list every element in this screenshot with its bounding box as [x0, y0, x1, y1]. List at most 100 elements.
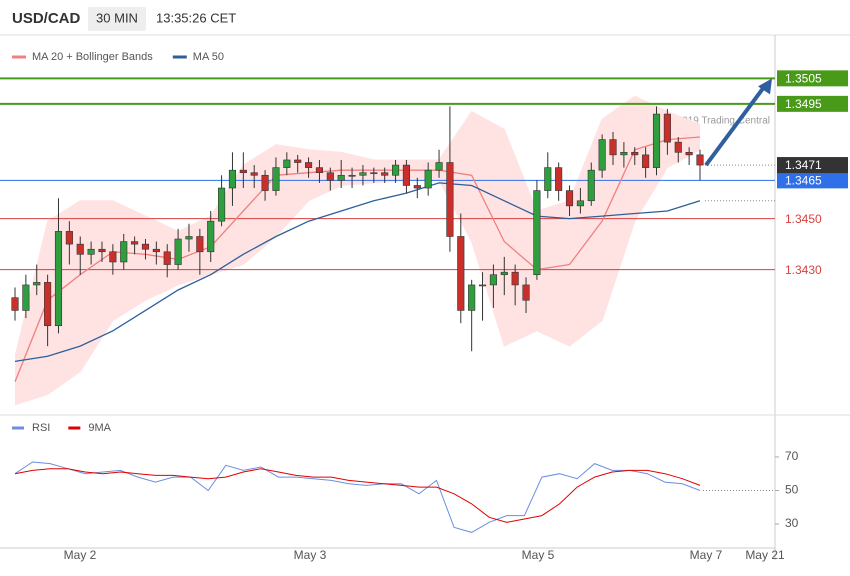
x-tick-label: May 3: [294, 548, 327, 562]
candle-body: [511, 271, 519, 286]
candle-body: [642, 154, 650, 168]
candle-body: [120, 241, 128, 263]
candle-body: [348, 174, 356, 177]
indicator-line: [14, 468, 701, 523]
level-box: [777, 70, 848, 87]
candle-body: [131, 241, 139, 245]
x-tick-label: May 5: [522, 548, 555, 562]
candle-body: [87, 248, 95, 255]
x-tick-label: May 21: [745, 548, 785, 562]
candle-body: [22, 284, 30, 311]
ma-line: [14, 136, 701, 383]
candle-body: [489, 274, 497, 286]
candle-body: [54, 231, 63, 327]
level-label: 1.3495: [785, 97, 822, 111]
candle-body: [457, 236, 465, 311]
candle-body: [609, 139, 617, 156]
legend-label: MA 50: [193, 51, 224, 63]
ma-line: [14, 182, 701, 363]
candle-body: [109, 251, 117, 263]
candle-body: [500, 271, 508, 276]
legend-label: MA 20 + Bollinger Bands: [32, 51, 153, 63]
x-tick-label: May 2: [64, 548, 97, 562]
candle-body: [631, 152, 639, 156]
candle-body: [696, 154, 704, 166]
candle-body: [305, 162, 313, 168]
legend-label: 9MA: [88, 422, 111, 434]
forecast-arrowhead: [758, 78, 772, 95]
candle-body: [587, 169, 595, 202]
candle-body: [174, 238, 182, 265]
candle-body: [141, 243, 150, 250]
candle-body: [65, 231, 73, 245]
candle-body: [402, 164, 410, 186]
candle-body: [663, 113, 671, 143]
indicator-line: [14, 461, 701, 533]
interval: 30 MIN: [96, 10, 138, 25]
level-box: [777, 95, 848, 112]
candle-body: [272, 167, 280, 191]
candle-body: [381, 172, 389, 176]
y-tick-label: 70: [785, 449, 799, 463]
level-label: 1.3430: [785, 263, 822, 277]
candle-body: [391, 164, 400, 176]
candle-body: [370, 172, 378, 175]
candle-body: [576, 200, 584, 207]
last-price-label: 1.3471: [785, 158, 822, 172]
candle-body: [283, 159, 291, 168]
candle-body: [218, 187, 226, 222]
legend-label: RSI: [32, 422, 50, 434]
candle-body: [685, 152, 693, 156]
candle-body: [446, 162, 454, 237]
candle-body: [565, 190, 574, 207]
candle-body: [163, 251, 171, 265]
candle-body: [555, 167, 563, 191]
candle-body: [424, 169, 432, 189]
candle-body: [239, 169, 247, 174]
symbol: USD/CAD: [12, 10, 81, 27]
candle-body: [522, 284, 530, 301]
candle-body: [294, 159, 302, 163]
candle-body: [44, 282, 52, 327]
candle-body: [620, 152, 628, 156]
candle-body: [152, 248, 160, 253]
candle-body: [185, 236, 193, 240]
forecast-arrow: [704, 83, 768, 167]
candle-body: [652, 113, 661, 168]
last-price-box: [777, 157, 848, 174]
candle-body: [315, 167, 324, 174]
candle-body: [98, 248, 106, 253]
y-tick-label: 50: [785, 483, 799, 497]
bollinger-fill: [15, 96, 700, 405]
candle-body: [207, 220, 215, 253]
candle-body: [250, 172, 258, 176]
candle-body: [674, 141, 682, 153]
candle-body: [598, 139, 606, 171]
candle-body: [33, 282, 41, 286]
level-box: [777, 172, 848, 189]
y-tick-label: 30: [785, 516, 799, 530]
x-tick-label: May 7: [690, 548, 723, 562]
level-label: 1.3465: [785, 174, 822, 188]
candle-body: [261, 174, 269, 191]
candle-body: [11, 297, 19, 311]
candle-body: [478, 284, 487, 287]
interval-box: [88, 7, 146, 31]
candle-body: [413, 185, 421, 189]
candle-body: [544, 167, 552, 191]
candle-body: [76, 243, 84, 255]
time: 13:35:26 CET: [156, 10, 236, 25]
level-label: 1.3450: [785, 212, 822, 226]
candle-body: [337, 174, 345, 181]
bollinger-upper: [14, 95, 701, 357]
level-label: 1.3505: [785, 72, 822, 86]
candle-body: [196, 236, 204, 253]
bollinger-lower: [14, 149, 701, 406]
candle-body: [468, 284, 476, 311]
candle-body: [228, 169, 237, 189]
candle-body: [435, 162, 443, 171]
candle-body: [533, 190, 541, 276]
candle-body: [359, 172, 367, 176]
candle-body: [326, 172, 334, 181]
